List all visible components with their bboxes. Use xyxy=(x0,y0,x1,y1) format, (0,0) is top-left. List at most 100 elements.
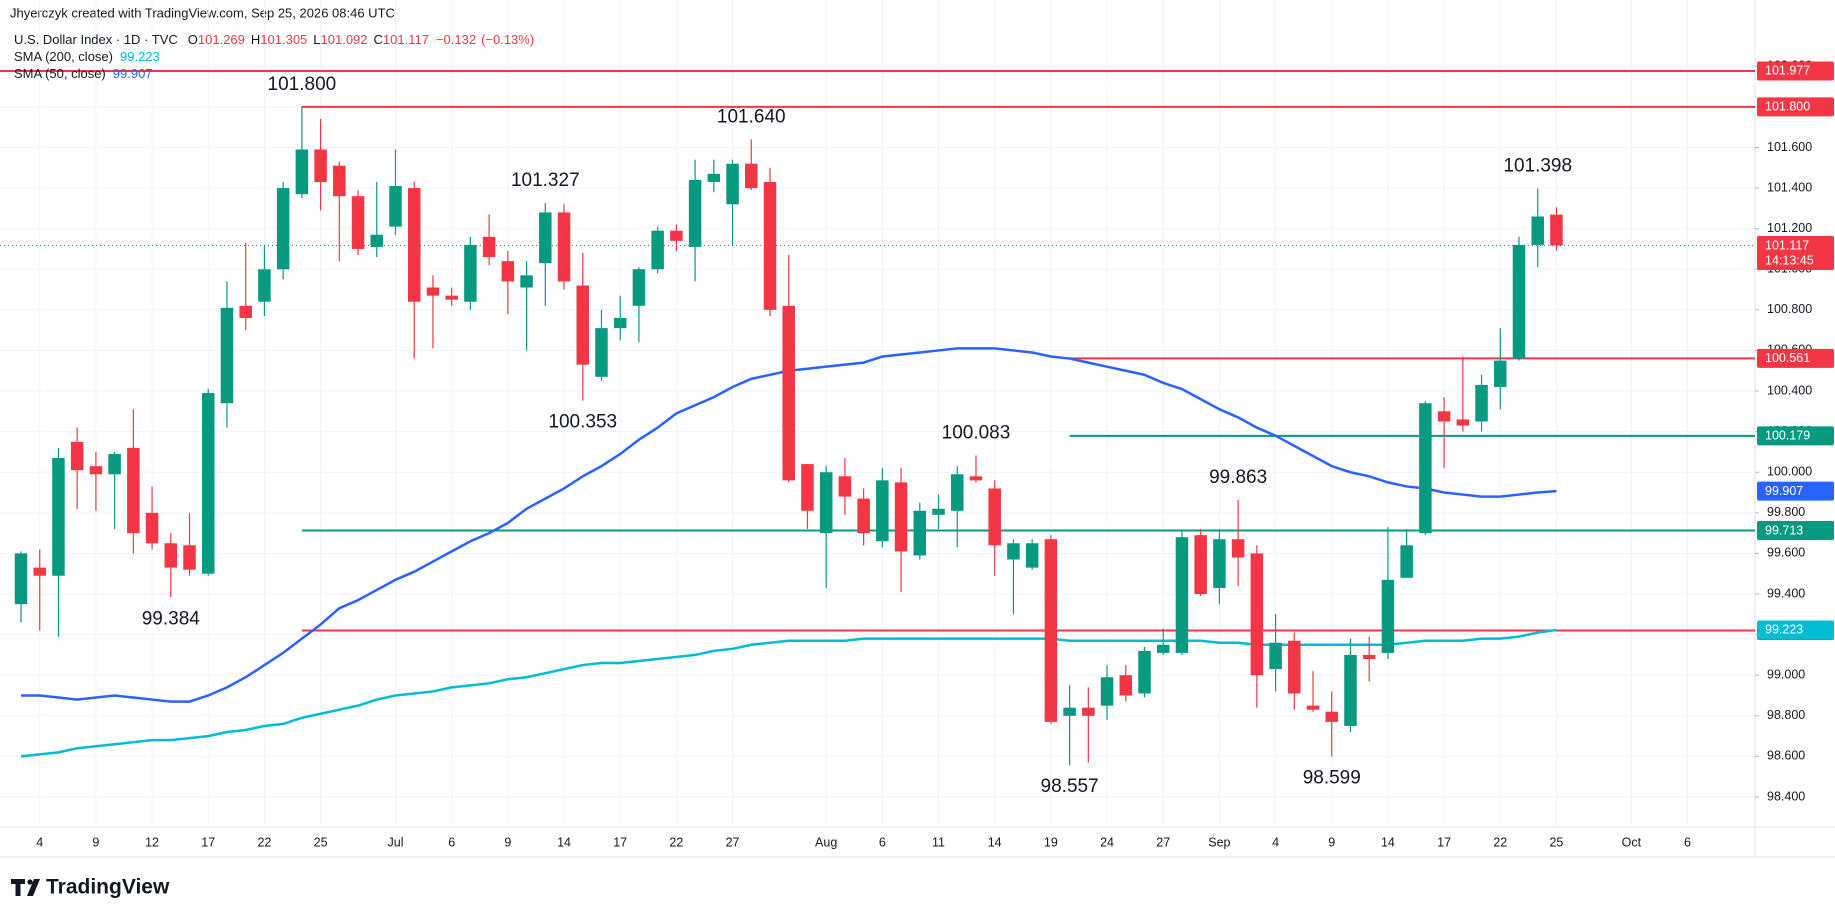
y-tick-label: 99.800 xyxy=(1767,505,1805,519)
level-badge-bg xyxy=(1757,426,1834,446)
x-tick-label: 22 xyxy=(1493,835,1507,849)
x-tick-label: 9 xyxy=(92,835,99,849)
y-tick-label: 101.600 xyxy=(1767,140,1812,154)
x-tick-label: 27 xyxy=(1156,835,1170,849)
sma-badge: 99.223 xyxy=(1765,623,1803,637)
x-tick-label: 14 xyxy=(988,835,1002,849)
y-tick-label: 99.600 xyxy=(1767,546,1805,560)
candle-body xyxy=(333,165,346,197)
x-tick-label: 22 xyxy=(669,835,683,849)
candle-body xyxy=(651,230,664,270)
candle-body xyxy=(913,510,927,556)
candle-body xyxy=(1456,419,1470,426)
candle-body xyxy=(1381,579,1395,653)
level-badge: 100.561 xyxy=(1765,351,1810,365)
legend-name: SMA (50, close) xyxy=(14,66,106,81)
ohlc-letter: O xyxy=(188,32,198,47)
countdown: 14:13:45 xyxy=(1765,253,1814,267)
level-badge-bg xyxy=(1757,61,1834,81)
candle-body xyxy=(1063,707,1076,716)
candle-body xyxy=(407,188,421,302)
candle-body xyxy=(1550,214,1563,246)
level-badge-bg xyxy=(1757,97,1834,117)
change-pct: (−0.13%) xyxy=(481,32,534,47)
y-tick-label: 100.800 xyxy=(1767,302,1812,316)
candle-body xyxy=(969,476,983,481)
candle-body xyxy=(1119,675,1133,696)
ohlc-value: 101.269 xyxy=(198,32,245,47)
candle-body xyxy=(1400,545,1413,578)
legend-entry: SMA (200, close) 99.223 xyxy=(14,49,160,64)
brand[interactable]: TradingView xyxy=(46,876,170,899)
last-price-badge: 101.117 xyxy=(1765,238,1809,252)
candle-body xyxy=(14,553,28,605)
candle-body xyxy=(1231,539,1245,558)
candle-body xyxy=(1306,705,1320,710)
candle-body xyxy=(988,488,1001,546)
candle-body xyxy=(33,567,46,576)
candle-body xyxy=(351,196,365,249)
credit: Jhyerczyk created with TradingView.com, … xyxy=(10,5,395,20)
candle-body xyxy=(557,212,571,282)
candle-body xyxy=(1475,384,1488,422)
candle-body xyxy=(202,393,215,574)
candle-body xyxy=(183,545,196,570)
candle-body xyxy=(1025,543,1039,568)
level-badge-bg xyxy=(1757,348,1834,368)
candle-body xyxy=(145,512,159,544)
ohlc-letter: H xyxy=(251,32,260,47)
candle-body xyxy=(239,305,252,318)
ohlc-letter: L xyxy=(313,32,320,47)
candle-body xyxy=(52,458,65,576)
sma-badge-bg xyxy=(1757,481,1834,501)
candle-body xyxy=(1044,539,1058,722)
level-badge: 99.713 xyxy=(1765,523,1803,537)
candle-body xyxy=(108,453,121,475)
y-tick-label: 99.400 xyxy=(1767,586,1805,600)
candle-body xyxy=(763,181,777,310)
candle-body xyxy=(688,179,702,247)
candle-body xyxy=(876,480,889,542)
level-badge: 100.179 xyxy=(1765,429,1810,443)
ohlc-value: 101.117 xyxy=(383,32,429,47)
x-tick-label: Aug xyxy=(815,835,837,849)
x-tick-label: 24 xyxy=(1100,835,1114,849)
candle-body xyxy=(426,287,440,296)
y-tick-label: 100.400 xyxy=(1767,383,1812,397)
candle-body xyxy=(501,261,515,282)
x-tick-label: 14 xyxy=(557,835,571,849)
sma-badge-bg xyxy=(1757,620,1834,640)
candle-body xyxy=(613,317,627,329)
legend-entry: SMA (50, close) 99.907 xyxy=(14,66,153,81)
candle-body xyxy=(801,464,814,511)
candle-body xyxy=(670,230,683,241)
level-badge: 101.800 xyxy=(1765,100,1810,114)
candle-body xyxy=(89,466,103,475)
legend-value: 99.907 xyxy=(113,66,153,81)
candle-body xyxy=(1156,644,1170,653)
candle-body xyxy=(782,305,795,481)
level-badge-bg xyxy=(1757,520,1834,540)
candle-body xyxy=(482,236,496,258)
price-annotation: 99.863 xyxy=(1209,467,1267,488)
candle-body xyxy=(464,244,477,302)
candle-body xyxy=(70,441,84,471)
candle-body xyxy=(576,285,589,365)
x-tick-label: 22 xyxy=(257,835,271,849)
price-annotation: 98.599 xyxy=(1303,768,1361,789)
ohlc-letter: C xyxy=(374,32,383,47)
x-tick-label: 9 xyxy=(504,835,511,849)
level-badge: 101.977 xyxy=(1765,64,1810,78)
candle-body xyxy=(1325,711,1338,722)
candle-body xyxy=(1194,535,1207,595)
x-tick-label: 6 xyxy=(1684,835,1691,849)
candle-body xyxy=(951,474,964,511)
x-tick-label: Sep xyxy=(1208,835,1230,849)
candle-body xyxy=(838,476,852,497)
y-tick-label: 100.000 xyxy=(1767,465,1812,479)
candle-body xyxy=(1512,244,1526,359)
candle-body xyxy=(258,269,271,302)
candle-body xyxy=(932,508,945,515)
price-annotation: 99.384 xyxy=(142,608,201,629)
